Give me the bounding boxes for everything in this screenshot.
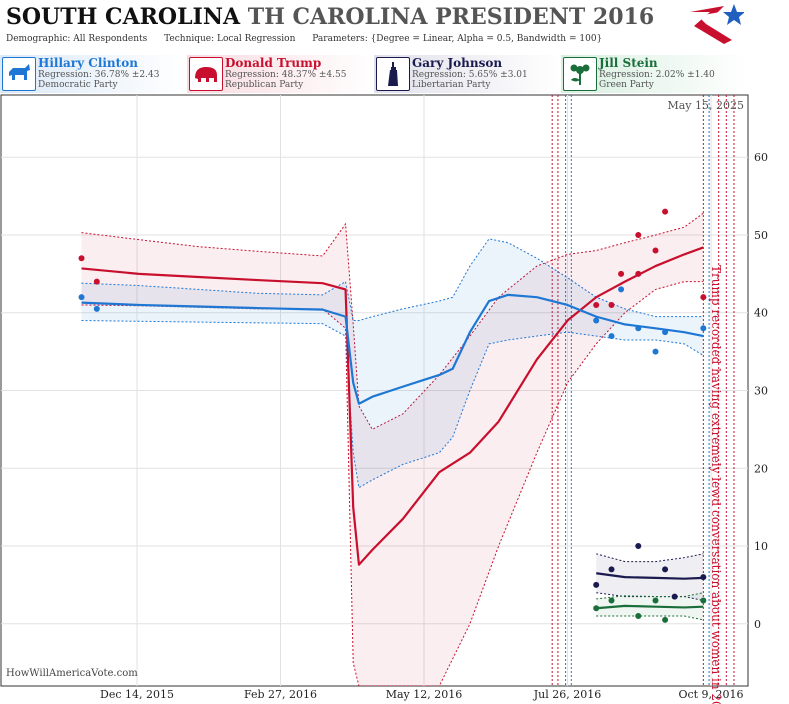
poll-point	[635, 231, 642, 238]
regression-line	[596, 572, 704, 580]
upper-bound-line	[81, 212, 704, 431]
poll-point	[652, 247, 659, 254]
candidate-name: Jill Stein	[599, 56, 658, 70]
demographic-label: Demographic: All Respondents	[6, 34, 148, 44]
poll-point	[635, 325, 642, 332]
poll-point	[635, 270, 642, 277]
legend-item-trump: Donald Trump Regression: 48.37% ±4.55 Re…	[187, 55, 374, 93]
lower-bound-line	[81, 320, 704, 489]
poll-point	[700, 325, 707, 332]
y-tick-label: 60	[754, 151, 768, 164]
x-tick-label: Dec 14, 2015	[100, 688, 174, 701]
poll-point	[593, 317, 600, 324]
poll-point	[671, 593, 678, 600]
site-logo-icon	[690, 4, 744, 44]
regression-line	[81, 293, 704, 405]
date-stamp: May 15, 2025	[667, 99, 744, 112]
poll-point	[662, 208, 669, 215]
poll-point	[618, 270, 625, 277]
regression-line	[81, 246, 704, 566]
poll-point	[593, 581, 600, 588]
candidate-regression: Regression: 36.78% ±2.43	[38, 70, 160, 80]
page-title: SOUTH CAROLINA TH CAROLINA PRESIDENT 201…	[6, 4, 654, 30]
legend-item-clinton: Hillary Clinton Regression: 36.78% ±2.43…	[0, 55, 187, 93]
poll-point	[593, 301, 600, 308]
poll-point	[593, 605, 600, 612]
candidate-party: Democratic Party	[38, 80, 118, 90]
poll-point	[652, 597, 659, 604]
legend-item-johnson: Gary Johnson Regression: 5.65% ±3.01 Lib…	[374, 55, 561, 93]
statue-of-liberty-icon	[376, 57, 410, 91]
poll-point	[662, 329, 669, 336]
y-tick-label: 50	[754, 229, 768, 242]
elephant-icon	[189, 57, 223, 91]
y-tick-label: 0	[754, 618, 761, 631]
candidate-name: Hillary Clinton	[38, 56, 138, 70]
poll-point	[662, 566, 669, 573]
donkey-icon	[2, 57, 36, 91]
x-tick-label: Feb 27, 2016	[244, 688, 317, 701]
poll-point	[78, 255, 85, 262]
candidate-regression: Regression: 5.65% ±3.01	[412, 70, 528, 80]
poll-point	[608, 566, 615, 573]
x-tick-label: May 12, 2016	[386, 688, 463, 701]
legend-item-stein: Jill Stein Regression: 2.02% ±1.40 Green…	[561, 55, 748, 93]
poll-point	[652, 348, 659, 355]
parameters-line: Demographic: All Respondents Technique: …	[6, 34, 616, 44]
poll-point	[662, 616, 669, 623]
candidate-regression: Regression: 2.02% ±1.40	[599, 70, 715, 80]
poll-point	[78, 294, 85, 301]
candidate-party: Republican Party	[225, 80, 304, 90]
candidate-party: Libertarian Party	[412, 80, 491, 90]
poll-point	[608, 333, 615, 340]
title-race: TH CAROLINA PRESIDENT 2016	[247, 4, 655, 30]
series-layer	[78, 95, 735, 686]
candidate-regression: Regression: 48.37% ±4.55	[225, 70, 347, 80]
y-tick-label: 30	[754, 385, 768, 398]
title-state: SOUTH CAROLINA	[6, 4, 241, 30]
poll-point	[618, 286, 625, 293]
technique-label: Technique: Local Regression	[164, 34, 296, 44]
poll-point	[608, 301, 615, 308]
confidence-band	[81, 213, 704, 686]
poll-point	[608, 597, 615, 604]
upper-bound-line	[596, 553, 704, 563]
poll-point	[635, 543, 642, 550]
poll-point	[93, 305, 100, 312]
y-tick-label: 40	[754, 307, 768, 320]
poll-point	[700, 574, 707, 581]
event-annotation: Trump recorded having extremely lewd con…	[709, 265, 723, 704]
poll-point	[93, 278, 100, 285]
candidate-name: Donald Trump	[225, 56, 322, 70]
candidate-party: Green Party	[599, 80, 654, 90]
flower-icon	[563, 57, 597, 91]
y-tick-label: 20	[754, 462, 768, 475]
poll-point	[700, 294, 707, 301]
parameters-label: Parameters: {Degree = Linear, Alpha = 0.…	[312, 34, 603, 44]
chart-header: SOUTH CAROLINA TH CAROLINA PRESIDENT 201…	[0, 0, 789, 55]
x-tick-label: Jul 26, 2016	[533, 688, 602, 701]
candidate-legend: Hillary Clinton Regression: 36.78% ±2.43…	[0, 55, 789, 93]
poll-point	[635, 613, 642, 620]
site-credit: HowWillAmericaVote.com	[6, 668, 138, 679]
x-tick-label: Oct 9, 2016	[678, 688, 743, 701]
poll-point	[700, 597, 707, 604]
regression-line	[596, 604, 704, 610]
y-tick-label: 10	[754, 540, 768, 553]
candidate-name: Gary Johnson	[412, 56, 503, 70]
